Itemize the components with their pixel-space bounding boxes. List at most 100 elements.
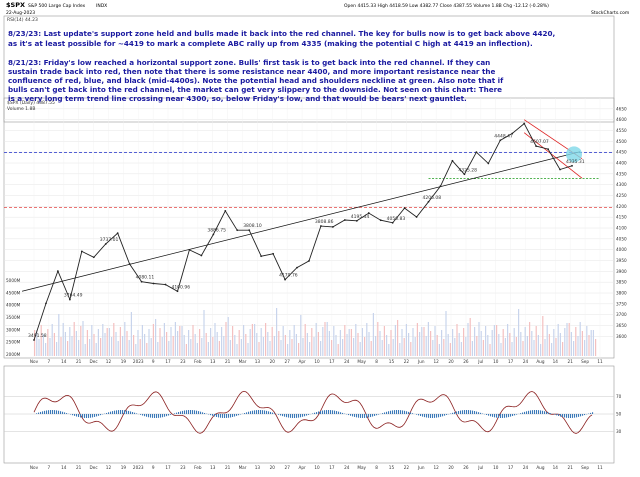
x-tick-label-rsi: 24: [344, 465, 350, 470]
histogram-bar: [304, 414, 305, 416]
volume-bar: [408, 333, 409, 356]
x-tick-label: 2023: [133, 359, 144, 364]
volume-bar: [360, 342, 361, 356]
histogram-bar: [146, 414, 147, 417]
volume-bar: [505, 338, 506, 356]
price-tick-label: 4400: [616, 161, 627, 166]
volume-bar: [278, 331, 279, 356]
volume-bar: [525, 327, 526, 356]
volume-bar: [577, 336, 578, 356]
volume-bar: [87, 330, 88, 356]
histogram-bar: [410, 413, 411, 414]
volume-bar: [474, 327, 475, 356]
x-tick-label: 17: [165, 359, 171, 364]
price-point: [571, 165, 573, 167]
histogram-bar: [464, 410, 465, 414]
histogram-bar: [262, 410, 263, 414]
volume-bar: [122, 336, 123, 356]
histogram-bar: [272, 413, 273, 414]
volume-bar: [489, 344, 490, 356]
histogram-bar: [548, 412, 549, 414]
x-tick-label: 17: [508, 359, 514, 364]
histogram-bar: [204, 413, 205, 414]
histogram-bar: [264, 410, 265, 414]
histogram-bar: [452, 413, 453, 414]
histogram-bar: [436, 414, 437, 418]
histogram-bar: [384, 412, 385, 414]
histogram-bar: [144, 414, 145, 416]
point-label: 4607.07: [530, 139, 549, 145]
histogram-bar: [534, 410, 535, 414]
x-tick-label-rsi: May: [357, 465, 366, 470]
histogram-bar: [268, 411, 269, 414]
histogram-bar: [48, 410, 49, 414]
volume-tick-label: 4000M: [6, 303, 21, 308]
x-tick-label: 21: [568, 359, 574, 364]
x-tick-label: 15: [389, 359, 395, 364]
volume-bar: [133, 335, 134, 356]
price-point: [535, 145, 537, 147]
price-tick-label: 4150: [616, 215, 627, 220]
x-tick-label: 23: [180, 359, 186, 364]
histogram-bar: [590, 413, 591, 414]
histogram-bar: [318, 411, 319, 414]
point-label: 3491.58: [28, 333, 47, 339]
price-tick-label: 4500: [616, 139, 627, 144]
volume-bar: [503, 329, 504, 356]
price-point: [33, 339, 35, 341]
x-tick-label: 13: [255, 359, 261, 364]
histogram-bar: [428, 414, 429, 418]
histogram-bar: [282, 414, 283, 416]
volume-bar: [547, 325, 548, 356]
price-point: [81, 251, 83, 253]
histogram-bar: [538, 410, 539, 414]
histogram-bar: [416, 414, 417, 415]
histogram-bar: [458, 411, 459, 414]
x-tick-label-rsi: 19: [121, 465, 127, 470]
volume-bar: [399, 343, 400, 356]
x-tick-label-rsi: Feb: [194, 465, 202, 470]
x-tick-label-rsi: 20: [270, 465, 276, 470]
histogram-bar: [524, 412, 525, 414]
volume-bar: [555, 338, 556, 356]
volume-bar: [155, 319, 156, 356]
histogram-bar: [556, 414, 557, 415]
volume-bar: [551, 343, 552, 356]
x-tick-label: 8: [375, 359, 378, 364]
price-tick-label: 4200: [616, 204, 627, 209]
x-tick-label: 20: [448, 359, 454, 364]
volume-bar: [371, 341, 372, 356]
volume-bar: [164, 323, 165, 356]
price-point: [559, 169, 561, 171]
volume-bar: [153, 324, 154, 356]
histogram-bar: [366, 414, 367, 418]
volume-bar: [47, 329, 48, 356]
histogram-bar: [72, 414, 73, 415]
volume-bar: [291, 339, 292, 356]
volume-bar: [104, 333, 105, 356]
volume-bar: [232, 326, 233, 356]
histogram-bar: [324, 410, 325, 414]
histogram-bar: [490, 414, 491, 416]
histogram-bar: [394, 410, 395, 414]
x-tick-label: 12: [433, 359, 439, 364]
price-point: [499, 139, 501, 141]
volume-bar: [430, 331, 431, 356]
price-point: [320, 225, 322, 227]
histogram-bar: [74, 414, 75, 416]
volume-bar: [397, 320, 398, 356]
volume-bar: [496, 325, 497, 356]
volume-bar: [280, 340, 281, 356]
histogram-bar: [352, 414, 353, 416]
volume-bar: [80, 326, 81, 356]
histogram-bar: [192, 410, 193, 414]
volume-bar: [393, 339, 394, 356]
histogram-bar: [576, 414, 577, 417]
x-tick-label: 7: [48, 359, 51, 364]
volume-bar: [423, 327, 424, 356]
volume-bar: [426, 336, 427, 356]
volume-bar: [322, 327, 323, 356]
volume-bar: [69, 327, 70, 356]
note2-line3: confluence of red, blue, and black (mid-…: [8, 76, 504, 85]
histogram-bar: [284, 414, 285, 417]
